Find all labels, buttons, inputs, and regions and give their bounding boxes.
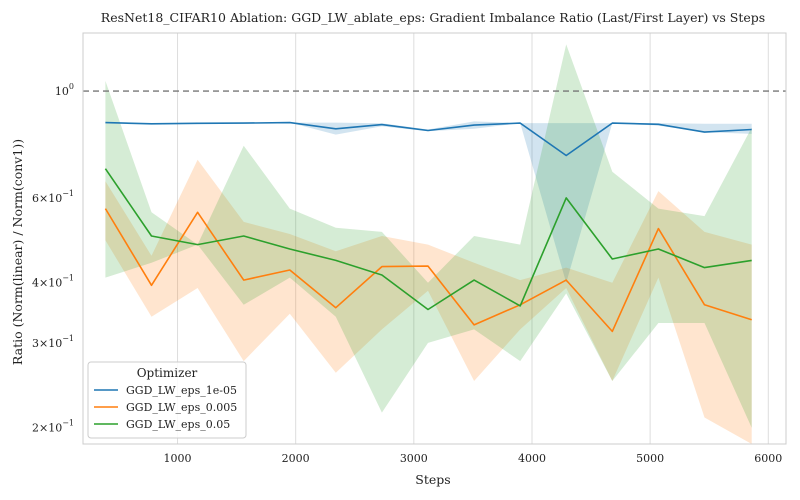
legend-entry-label: GGD_LW_eps_1e-05: [126, 384, 237, 397]
y-tick-label: 2×10−1: [32, 419, 74, 435]
x-tick-label: 6000: [754, 452, 782, 465]
x-tick-label: 2000: [282, 452, 310, 465]
y-tick-label: 3×10−1: [32, 334, 74, 350]
series-line: [105, 121, 752, 157]
series-lines: [104, 121, 752, 333]
y-tick-label: 6×10−1: [32, 189, 74, 205]
legend-entry-label: GGD_LW_eps_0.05: [126, 418, 230, 431]
y-tick-label: 100: [55, 82, 74, 98]
confidence-band: [105, 159, 752, 445]
x-axis-label: Steps: [415, 472, 450, 487]
chart-title: ResNet18_CIFAR10 Ablation: GGD_LW_ablate…: [101, 10, 765, 25]
series-line: [104, 208, 752, 333]
confidence-band: [105, 121, 752, 283]
x-tick-label: 5000: [636, 452, 664, 465]
x-tick-label: 4000: [518, 452, 546, 465]
x-tick-label: 3000: [400, 452, 428, 465]
legend-box: [87, 361, 247, 439]
y-tick-label: 4×10−1: [32, 274, 74, 290]
confidence-bands: [105, 44, 752, 445]
x-tick-label: 1000: [164, 452, 192, 465]
confidence-band: [105, 44, 752, 428]
legend: Optimizer GGD_LW_eps_1e-05 GGD_LW_eps_0.00…: [87, 361, 247, 439]
legend-title: Optimizer: [137, 366, 198, 380]
y-axis-label: Ratio (Norm(linear) / Norm(conv1)): [10, 139, 25, 365]
plot-frame: [82, 32, 787, 445]
tick-labels: 1000 2000 3000 4000 5000 6000 100 6×10−1 4×10−1 3…: [32, 82, 782, 465]
legend-entry-label: GGD_LW_eps_0.005: [126, 401, 237, 414]
series-line: [104, 168, 752, 311]
